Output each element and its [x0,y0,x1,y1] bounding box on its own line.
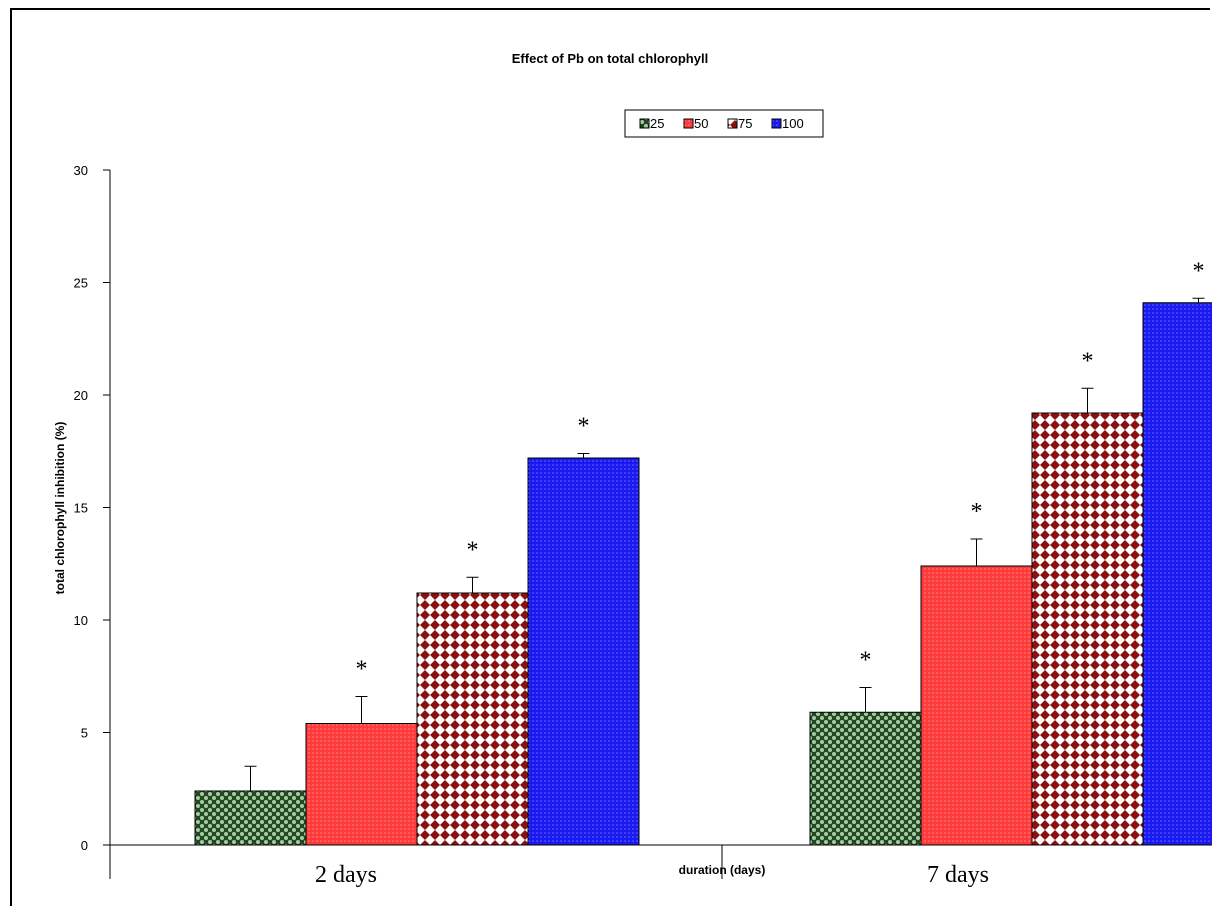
legend-label: 75 [738,116,752,131]
y-tick-label: 20 [74,388,88,403]
x-axis: 2 days 7 days [109,844,1212,888]
bar-75-1 [1031,412,1144,846]
bar-100-1 [1142,302,1212,846]
legend-swatch [683,118,694,129]
significance-marker: * [860,648,872,674]
y-tick-label: 0 [81,838,88,853]
significance-marker: * [971,499,983,525]
legend-label: 100 [782,116,804,131]
y-tick-label: 30 [74,163,88,178]
bar-50-0 [305,723,418,846]
legend-box [624,109,824,138]
bar-25-0 [194,790,307,846]
legend: 25 50 75 100 [624,109,824,138]
legend-label: 25 [650,116,664,131]
y-axis-label: total chlorophyll inhibition (%) [53,422,67,595]
x-axis-label: duration (days) [679,863,766,877]
significance-marker: * [1193,258,1205,284]
significance-marker: * [578,414,590,440]
significance-marker: * [1082,348,1094,374]
x-category-label: 2 days [315,862,377,888]
y-tick-label: 10 [74,613,88,628]
chart-frame [10,8,1210,906]
bar-25-1 [809,711,922,846]
legend-label: 50 [694,116,708,131]
x-category-label: 7 days [927,862,989,888]
significance-marker: * [467,537,479,563]
y-tick-label: 25 [74,276,88,291]
bars: * * * * * * * [194,258,1212,846]
legend-swatch [727,118,738,129]
legend-swatch [639,118,650,129]
y-tick-label: 15 [74,501,88,516]
y-axis: 0 5 10 15 20 25 30 [74,163,111,878]
bar-50-1 [920,565,1033,846]
chart-title: Effect of Pb on total chlorophyll [512,51,708,66]
legend-swatch [771,118,782,129]
bar-75-0 [416,592,529,846]
bar-100-0 [527,457,640,846]
significance-marker: * [356,657,368,683]
y-tick-label: 5 [81,726,88,741]
